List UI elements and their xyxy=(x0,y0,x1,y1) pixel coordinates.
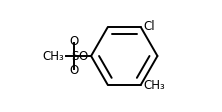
Text: Cl: Cl xyxy=(144,20,155,33)
Text: O: O xyxy=(79,50,88,62)
Text: S: S xyxy=(71,50,78,62)
Text: O: O xyxy=(70,35,79,48)
Text: CH₃: CH₃ xyxy=(143,79,165,92)
Text: CH₃: CH₃ xyxy=(42,50,64,62)
Text: O: O xyxy=(70,64,79,77)
